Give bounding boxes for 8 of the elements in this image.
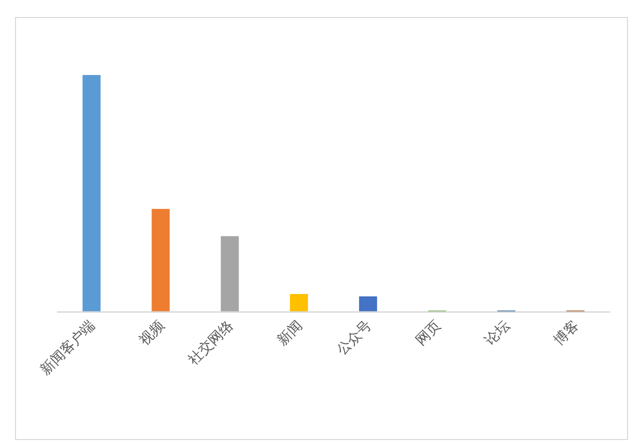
x-tick-label: 博客 [551,318,582,349]
x-tick-label: 网页 [414,318,444,349]
x-tick-label: 社交网络 [186,318,237,368]
x-tick-label: 新闻 [274,318,306,349]
x-tick-label: 公众号 [334,318,375,359]
x-tick-label: 论坛 [482,318,514,349]
x-tick-label: 视频 [136,318,168,349]
x-tick-label: 新闻客户端 [38,318,98,378]
